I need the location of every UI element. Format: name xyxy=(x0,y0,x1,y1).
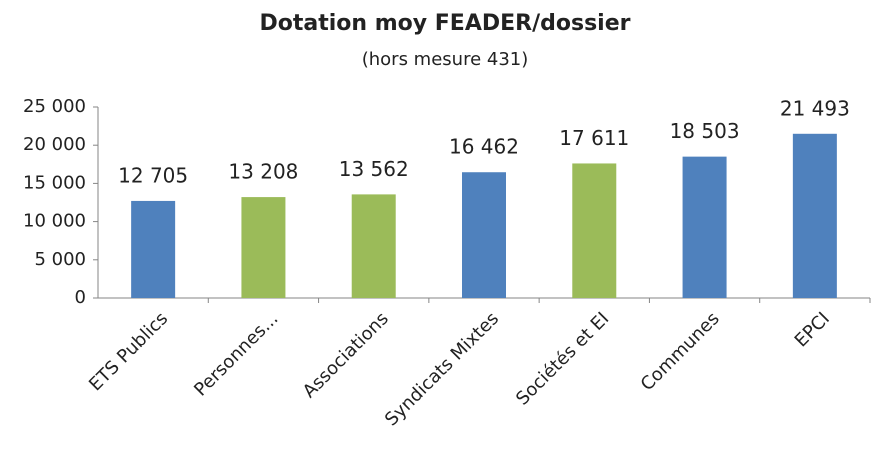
y-tick-label: 0 xyxy=(75,287,86,308)
y-tick-label: 20 000 xyxy=(23,134,86,155)
chart-subtitle: (hors mesure 431) xyxy=(362,49,529,70)
bar xyxy=(241,197,286,298)
x-tick-label: Associations xyxy=(299,308,393,402)
x-tick-label: EPCI xyxy=(791,308,834,351)
value-label: 18 503 xyxy=(670,119,740,143)
bar xyxy=(572,163,617,298)
bar xyxy=(792,133,837,298)
value-label: 12 705 xyxy=(118,163,188,187)
value-label: 21 493 xyxy=(780,96,850,120)
y-tick-label: 5 000 xyxy=(34,249,86,270)
x-tick-label: Syndicats Mixtes xyxy=(381,308,503,430)
value-label: 13 208 xyxy=(228,160,298,184)
y-tick-label: 10 000 xyxy=(23,211,86,232)
bar xyxy=(462,172,506,298)
x-tick-label: Sociétés et EI xyxy=(512,308,613,409)
bar xyxy=(351,194,396,298)
chart-title: Dotation moy FEADER/dossier xyxy=(260,11,631,36)
value-label: 16 462 xyxy=(449,135,519,159)
value-label: 13 562 xyxy=(339,157,409,181)
bar xyxy=(131,200,176,298)
value-label: 17 611 xyxy=(559,126,629,150)
x-tick-label: Personnes... xyxy=(190,308,282,400)
x-tick-label: Communes xyxy=(637,308,724,395)
y-tick-label: 15 000 xyxy=(23,172,86,193)
y-tick-label: 25 000 xyxy=(23,96,86,117)
x-tick-label: ETS Publics xyxy=(85,308,172,395)
bar xyxy=(682,156,727,298)
